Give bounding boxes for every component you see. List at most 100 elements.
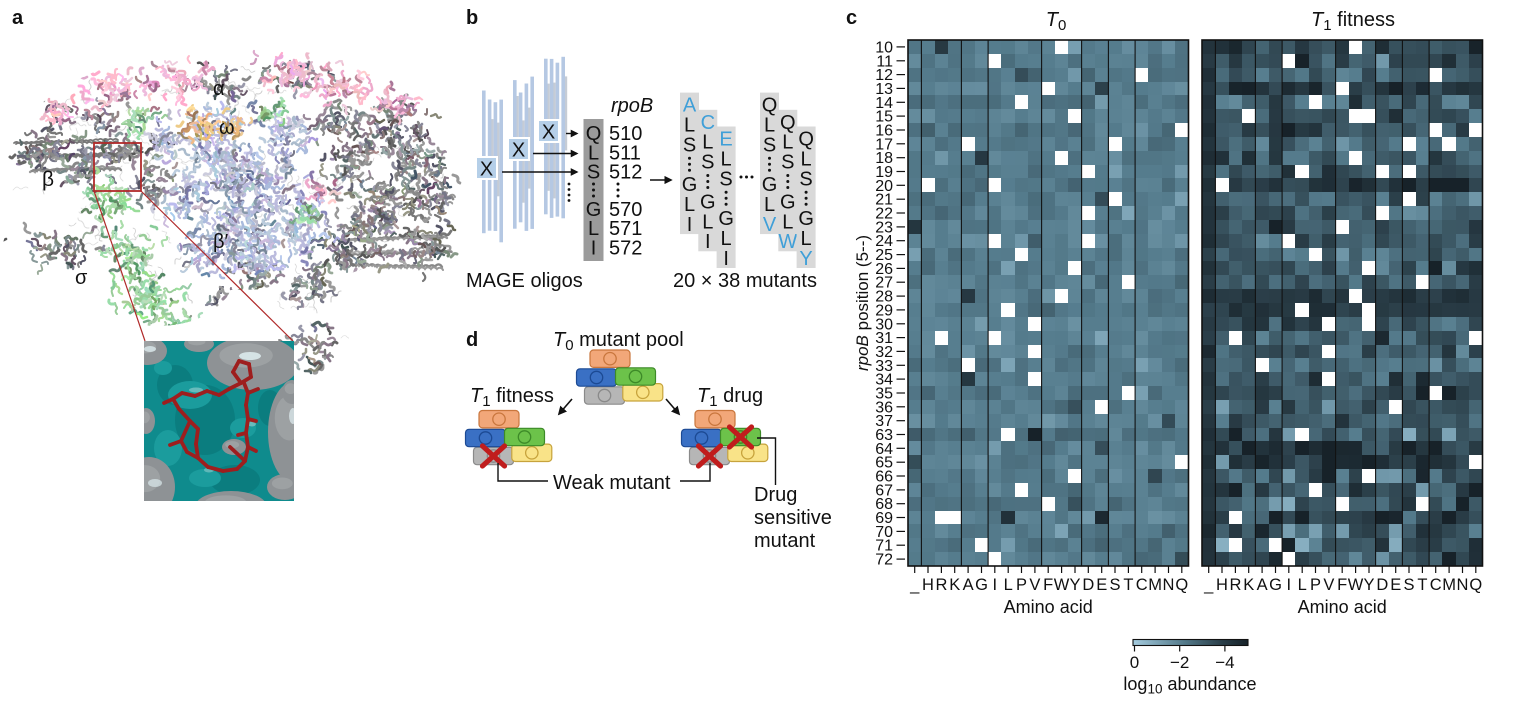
svg-text:Amino acid: Amino acid (1298, 597, 1387, 617)
svg-text:S: S (1403, 576, 1414, 594)
svg-text:−4: −4 (1215, 653, 1234, 672)
svg-text:14: 14 (875, 95, 893, 112)
svg-text:70: 70 (875, 524, 893, 541)
svg-text:G: G (1269, 576, 1282, 594)
svg-text:Weak mutant: Weak mutant (553, 472, 671, 494)
svg-text:D: D (1376, 576, 1388, 594)
svg-text:P: P (1016, 576, 1027, 594)
svg-text:I: I (591, 238, 597, 260)
svg-text:30: 30 (875, 316, 893, 333)
svg-text:L: L (801, 228, 812, 250)
svg-text:I: I (705, 231, 711, 253)
svg-text:A: A (1257, 576, 1268, 594)
svg-text:T1 fitness: T1 fitness (1311, 9, 1395, 34)
svg-text:R: R (935, 576, 947, 594)
svg-text:G: G (682, 174, 698, 196)
svg-text:Q: Q (1175, 576, 1188, 594)
svg-text:K: K (1243, 576, 1254, 594)
svg-text:E: E (719, 129, 732, 151)
svg-text:510: 510 (609, 123, 642, 145)
svg-text:S: S (587, 162, 600, 184)
svg-text:N: N (1163, 576, 1175, 594)
svg-text:T0: T0 (1046, 9, 1067, 34)
svg-text:MAGE oligos: MAGE oligos (466, 270, 583, 292)
svg-text:34: 34 (875, 372, 893, 389)
svg-text:26: 26 (875, 261, 893, 278)
svg-text:G: G (780, 191, 796, 213)
svg-text:P: P (1310, 576, 1321, 594)
svg-text:71: 71 (875, 538, 893, 555)
svg-text:Q: Q (586, 123, 602, 145)
svg-text:H: H (922, 576, 934, 594)
svg-text:X: X (542, 122, 555, 144)
svg-text:Y: Y (1363, 576, 1374, 594)
svg-text:15: 15 (875, 109, 893, 126)
svg-text:S: S (683, 134, 696, 156)
svg-text:Drug: Drug (754, 484, 797, 506)
svg-text:C: C (1430, 576, 1442, 594)
svg-text:L: L (782, 132, 793, 154)
svg-text:13: 13 (875, 81, 893, 98)
svg-text:512: 512 (609, 162, 642, 184)
svg-text:L: L (588, 218, 599, 240)
svg-text:N: N (1457, 576, 1469, 594)
svg-text:L: L (721, 148, 732, 170)
svg-text:S: S (701, 152, 714, 174)
svg-text:12: 12 (875, 67, 893, 84)
svg-text:C: C (701, 112, 715, 134)
svg-text:_: _ (909, 576, 920, 594)
svg-text:L: L (764, 115, 775, 137)
svg-text:G: G (700, 191, 716, 213)
svg-text:A: A (963, 576, 974, 594)
svg-text:I: I (723, 248, 729, 270)
svg-text:68: 68 (875, 496, 893, 513)
svg-text:M: M (1148, 576, 1162, 594)
svg-text:V: V (1323, 576, 1334, 594)
svg-text:I: I (687, 214, 693, 236)
svg-text:L: L (1298, 576, 1307, 594)
svg-text:20: 20 (875, 178, 893, 195)
svg-text:27: 27 (875, 275, 893, 292)
svg-text:−2: −2 (1170, 653, 1189, 672)
svg-text:S: S (799, 168, 812, 190)
svg-text:Y: Y (799, 248, 812, 270)
svg-text:31: 31 (875, 330, 893, 347)
svg-text:32: 32 (875, 344, 893, 361)
svg-text:E: E (1390, 576, 1401, 594)
svg-text:b: b (466, 7, 478, 29)
svg-text:β: β (42, 168, 54, 191)
svg-text:T1 drug: T1 drug (697, 385, 763, 410)
svg-text:69: 69 (875, 510, 893, 527)
svg-text:S: S (763, 134, 776, 156)
svg-text:d: d (466, 329, 478, 351)
svg-text:D: D (1082, 576, 1094, 594)
svg-text:T: T (1417, 576, 1427, 594)
svg-text:19: 19 (875, 164, 893, 181)
svg-text:29: 29 (875, 302, 893, 319)
svg-text:X: X (480, 159, 493, 181)
svg-text:β′: β′ (213, 231, 229, 253)
svg-text:F: F (1043, 576, 1053, 594)
svg-text:G: G (586, 199, 602, 221)
svg-text:67: 67 (875, 482, 893, 499)
svg-text:16: 16 (875, 122, 893, 139)
svg-text:R: R (1229, 576, 1241, 594)
svg-text:21: 21 (875, 192, 893, 209)
svg-text:C: C (1136, 576, 1148, 594)
svg-text:Q: Q (798, 129, 814, 151)
svg-text:33: 33 (875, 358, 893, 375)
svg-text:a: a (12, 7, 24, 29)
svg-text:Q: Q (762, 95, 778, 117)
svg-text:log10 abundance: log10 abundance (1123, 674, 1256, 697)
svg-text:F: F (1337, 576, 1347, 594)
svg-text:0: 0 (1130, 653, 1139, 672)
svg-text:72: 72 (875, 552, 893, 569)
svg-text:Q: Q (780, 112, 796, 134)
svg-text:L: L (588, 143, 599, 165)
svg-text:S: S (719, 168, 732, 190)
svg-text:23: 23 (875, 219, 893, 236)
svg-text:17: 17 (875, 136, 893, 153)
svg-text:A: A (683, 95, 697, 117)
svg-text:572: 572 (609, 238, 642, 260)
svg-text:22: 22 (875, 206, 893, 223)
